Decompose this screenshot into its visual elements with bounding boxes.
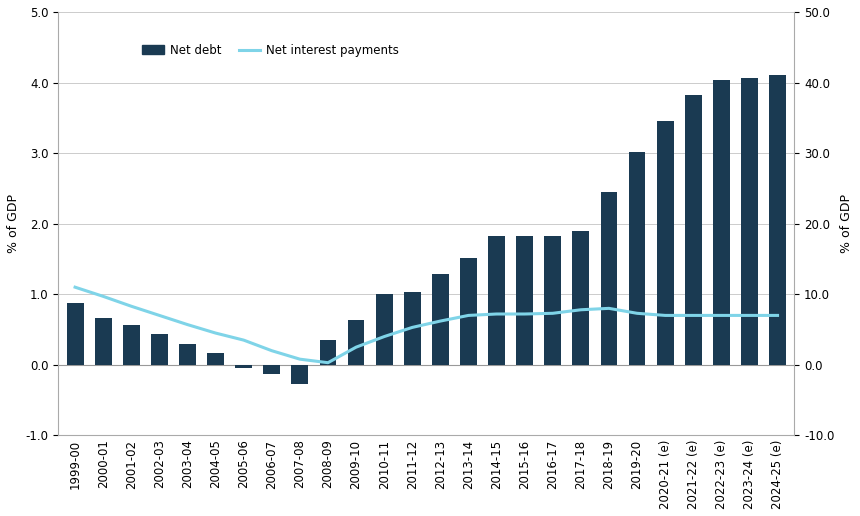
Bar (263, 365, 280, 374)
Bar (713, 80, 730, 365)
Bar (236, 365, 252, 368)
Bar (151, 334, 168, 365)
Bar (460, 257, 477, 365)
Bar (376, 294, 393, 365)
Bar (488, 236, 505, 365)
Bar (123, 325, 139, 365)
Bar (600, 192, 617, 365)
Bar (544, 236, 562, 365)
Y-axis label: % of GDP: % of GDP (840, 194, 853, 253)
Bar (95, 317, 112, 365)
Bar (320, 340, 336, 365)
Bar (629, 152, 646, 365)
Bar (67, 303, 83, 365)
Bar (292, 365, 308, 384)
Bar (685, 94, 702, 365)
Bar (404, 292, 421, 365)
Bar (769, 75, 786, 365)
Y-axis label: % of GDP: % of GDP (7, 194, 20, 253)
Bar (657, 121, 673, 365)
Bar (347, 320, 365, 365)
Legend: Net debt, Net interest payments: Net debt, Net interest payments (138, 39, 403, 61)
Bar (179, 344, 196, 365)
Bar (516, 236, 533, 365)
Bar (432, 275, 449, 365)
Bar (207, 353, 224, 365)
Bar (741, 77, 758, 365)
Bar (573, 231, 589, 365)
